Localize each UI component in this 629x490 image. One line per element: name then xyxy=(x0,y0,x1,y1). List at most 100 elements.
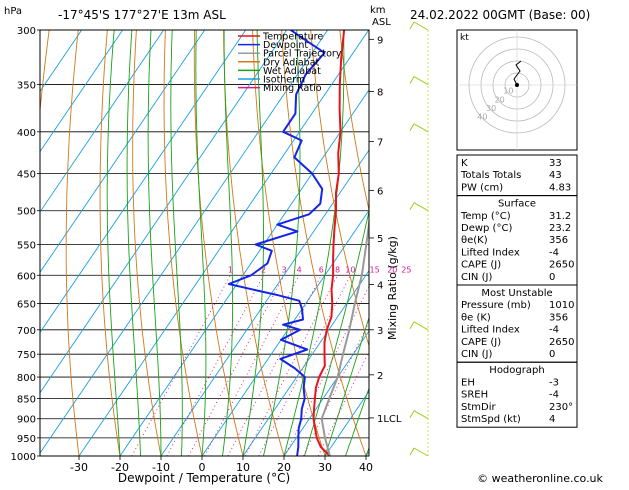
pressure-tick-label: 550 xyxy=(17,241,36,252)
mixing-ratio-label: 6 xyxy=(319,265,324,274)
isotherm-line xyxy=(283,330,369,456)
mixing-ratio-label: 20 xyxy=(387,265,397,274)
wind-barb-1000 xyxy=(413,447,429,457)
hodograph-table-box xyxy=(456,361,578,428)
index-row-label: Totals Totals xyxy=(460,170,521,181)
hodograph-ring-label: 40 xyxy=(477,113,487,122)
hodograph-table-row-label: SREH xyxy=(461,390,488,401)
most-unstable-row-value: 2650 xyxy=(549,337,574,348)
km-tick-label: 1LCL xyxy=(377,414,402,425)
legend-label: Temperature xyxy=(262,32,323,43)
hodograph-table-row-label: StmDir xyxy=(461,402,496,413)
parcel-trajectory-line xyxy=(320,216,369,456)
wet-adiabat-line xyxy=(283,30,345,456)
km-tick-label: 6 xyxy=(377,186,383,197)
copyright-footer: © weatheronline.co.uk xyxy=(477,472,603,485)
wind-barb-1000-flag xyxy=(409,447,415,456)
mixing-ratio-label: 2 xyxy=(261,265,266,274)
wind-barb-350-flag xyxy=(409,76,415,84)
pressure-tick-label: 600 xyxy=(17,271,36,282)
pressure-tick-label: 650 xyxy=(17,300,36,311)
legend-label: Mixing Ratio xyxy=(263,83,322,94)
surface-row-value: 23.2 xyxy=(549,223,571,234)
km-tick-label: 7 xyxy=(377,137,383,148)
mixing-ratio-label: 10 xyxy=(345,265,355,274)
dry-adiabat-line xyxy=(193,30,244,456)
hodograph-ring-label: 30 xyxy=(486,104,496,113)
wet-adiabat-line xyxy=(345,386,369,456)
pressure-tick-label: 500 xyxy=(17,207,36,218)
most-unstable-row-value: -4 xyxy=(549,325,559,336)
mixing-ratio-label: 8 xyxy=(335,265,340,274)
dewpoint-line xyxy=(227,30,326,456)
km-tick-label: 9 xyxy=(377,35,383,46)
hodograph-table-row-label: EH xyxy=(461,377,475,388)
index-row-value: 43 xyxy=(549,170,562,181)
wet-adiabat-line xyxy=(126,30,141,456)
surface-row-value: 356 xyxy=(549,235,568,246)
isotherm-line xyxy=(40,30,288,394)
profile-lines xyxy=(227,30,369,456)
legend-label: Dry Adiabat xyxy=(263,57,320,68)
wet-adiabat-line xyxy=(195,30,207,456)
isotherm-line xyxy=(78,30,369,456)
pressure-tick-label: 350 xyxy=(17,81,36,92)
wind-barb-500-flag xyxy=(409,202,415,210)
wind-barb-900 xyxy=(413,410,429,420)
isotherm-line xyxy=(160,149,369,456)
temperature-tick-label: 10 xyxy=(236,461,250,474)
most-unstable-row-label: CAPE (J) xyxy=(461,337,501,348)
pressure-unit-label: hPa xyxy=(4,6,22,17)
wind-barb-700 xyxy=(413,321,429,331)
pressure-tick-label: 850 xyxy=(17,395,36,406)
isotherm-line xyxy=(119,89,369,456)
legend-label: Isotherm xyxy=(263,75,305,86)
temperature-tick-label: -20 xyxy=(111,461,129,474)
km-tick-label: 8 xyxy=(377,88,383,99)
pressure-tick-label: 450 xyxy=(17,170,36,181)
isotherm-line xyxy=(40,30,165,213)
mixing-ratio-label: 1 xyxy=(228,265,233,274)
mixing-ratio-label: 4 xyxy=(297,265,302,274)
mixing-ratio-label: 3 xyxy=(282,265,287,274)
temperature-line xyxy=(312,30,346,456)
surface-row-value: 31.2 xyxy=(549,211,571,222)
dry-adiabat-line xyxy=(99,30,121,456)
most-unstable-row-label: Lifted Index xyxy=(461,325,520,336)
hodograph-table-row-value: -4 xyxy=(549,390,559,401)
wind-barb-350 xyxy=(413,76,429,85)
datetime-label: 24.02.2022 00GMT (Base: 00) xyxy=(410,8,590,22)
pressure-tick-label: 750 xyxy=(17,350,36,361)
temperature-tick-label: 40 xyxy=(359,461,373,474)
mixing-ratio-line xyxy=(244,275,338,456)
wind-barb-400 xyxy=(413,123,429,133)
temperature-tick-label: -30 xyxy=(70,461,88,474)
most-unstable-row-label: Pressure (mb) xyxy=(461,300,531,311)
surface-row-value: -4 xyxy=(549,247,559,258)
mixing-ratio-axis-title: Mixing Ratio (g/kg) xyxy=(386,236,399,340)
wind-barb-700-flag xyxy=(409,321,415,330)
plot-frame xyxy=(39,29,370,457)
wind-barb-300 xyxy=(413,21,429,31)
mixing-ratio-label: 15 xyxy=(370,265,380,274)
wind-barb-500 xyxy=(413,202,429,212)
x-axis-title: Dewpoint / Temperature (°C) xyxy=(118,471,290,485)
hodograph-table-row-value: 230° xyxy=(549,402,573,413)
surface-row-label: CIN (J) xyxy=(461,272,492,283)
isotherm-line xyxy=(201,209,369,456)
surface-row-label: CAPE (J) xyxy=(461,260,501,271)
wet-adiabat-line xyxy=(106,30,121,456)
legend-label: Wet Adiabat xyxy=(263,66,321,77)
pressure-tick-label: 300 xyxy=(17,26,36,37)
pressure-tick-label: 800 xyxy=(17,373,36,384)
temperature-tick-label: 0 xyxy=(199,461,206,474)
wet-adiabat-line xyxy=(147,30,162,456)
surface-row-label: Lifted Index xyxy=(461,247,520,258)
index-row-value: 4.83 xyxy=(549,182,571,193)
surface-row-label: Temp (°C) xyxy=(460,211,511,222)
surface-row-label: θe(K) xyxy=(461,235,488,246)
